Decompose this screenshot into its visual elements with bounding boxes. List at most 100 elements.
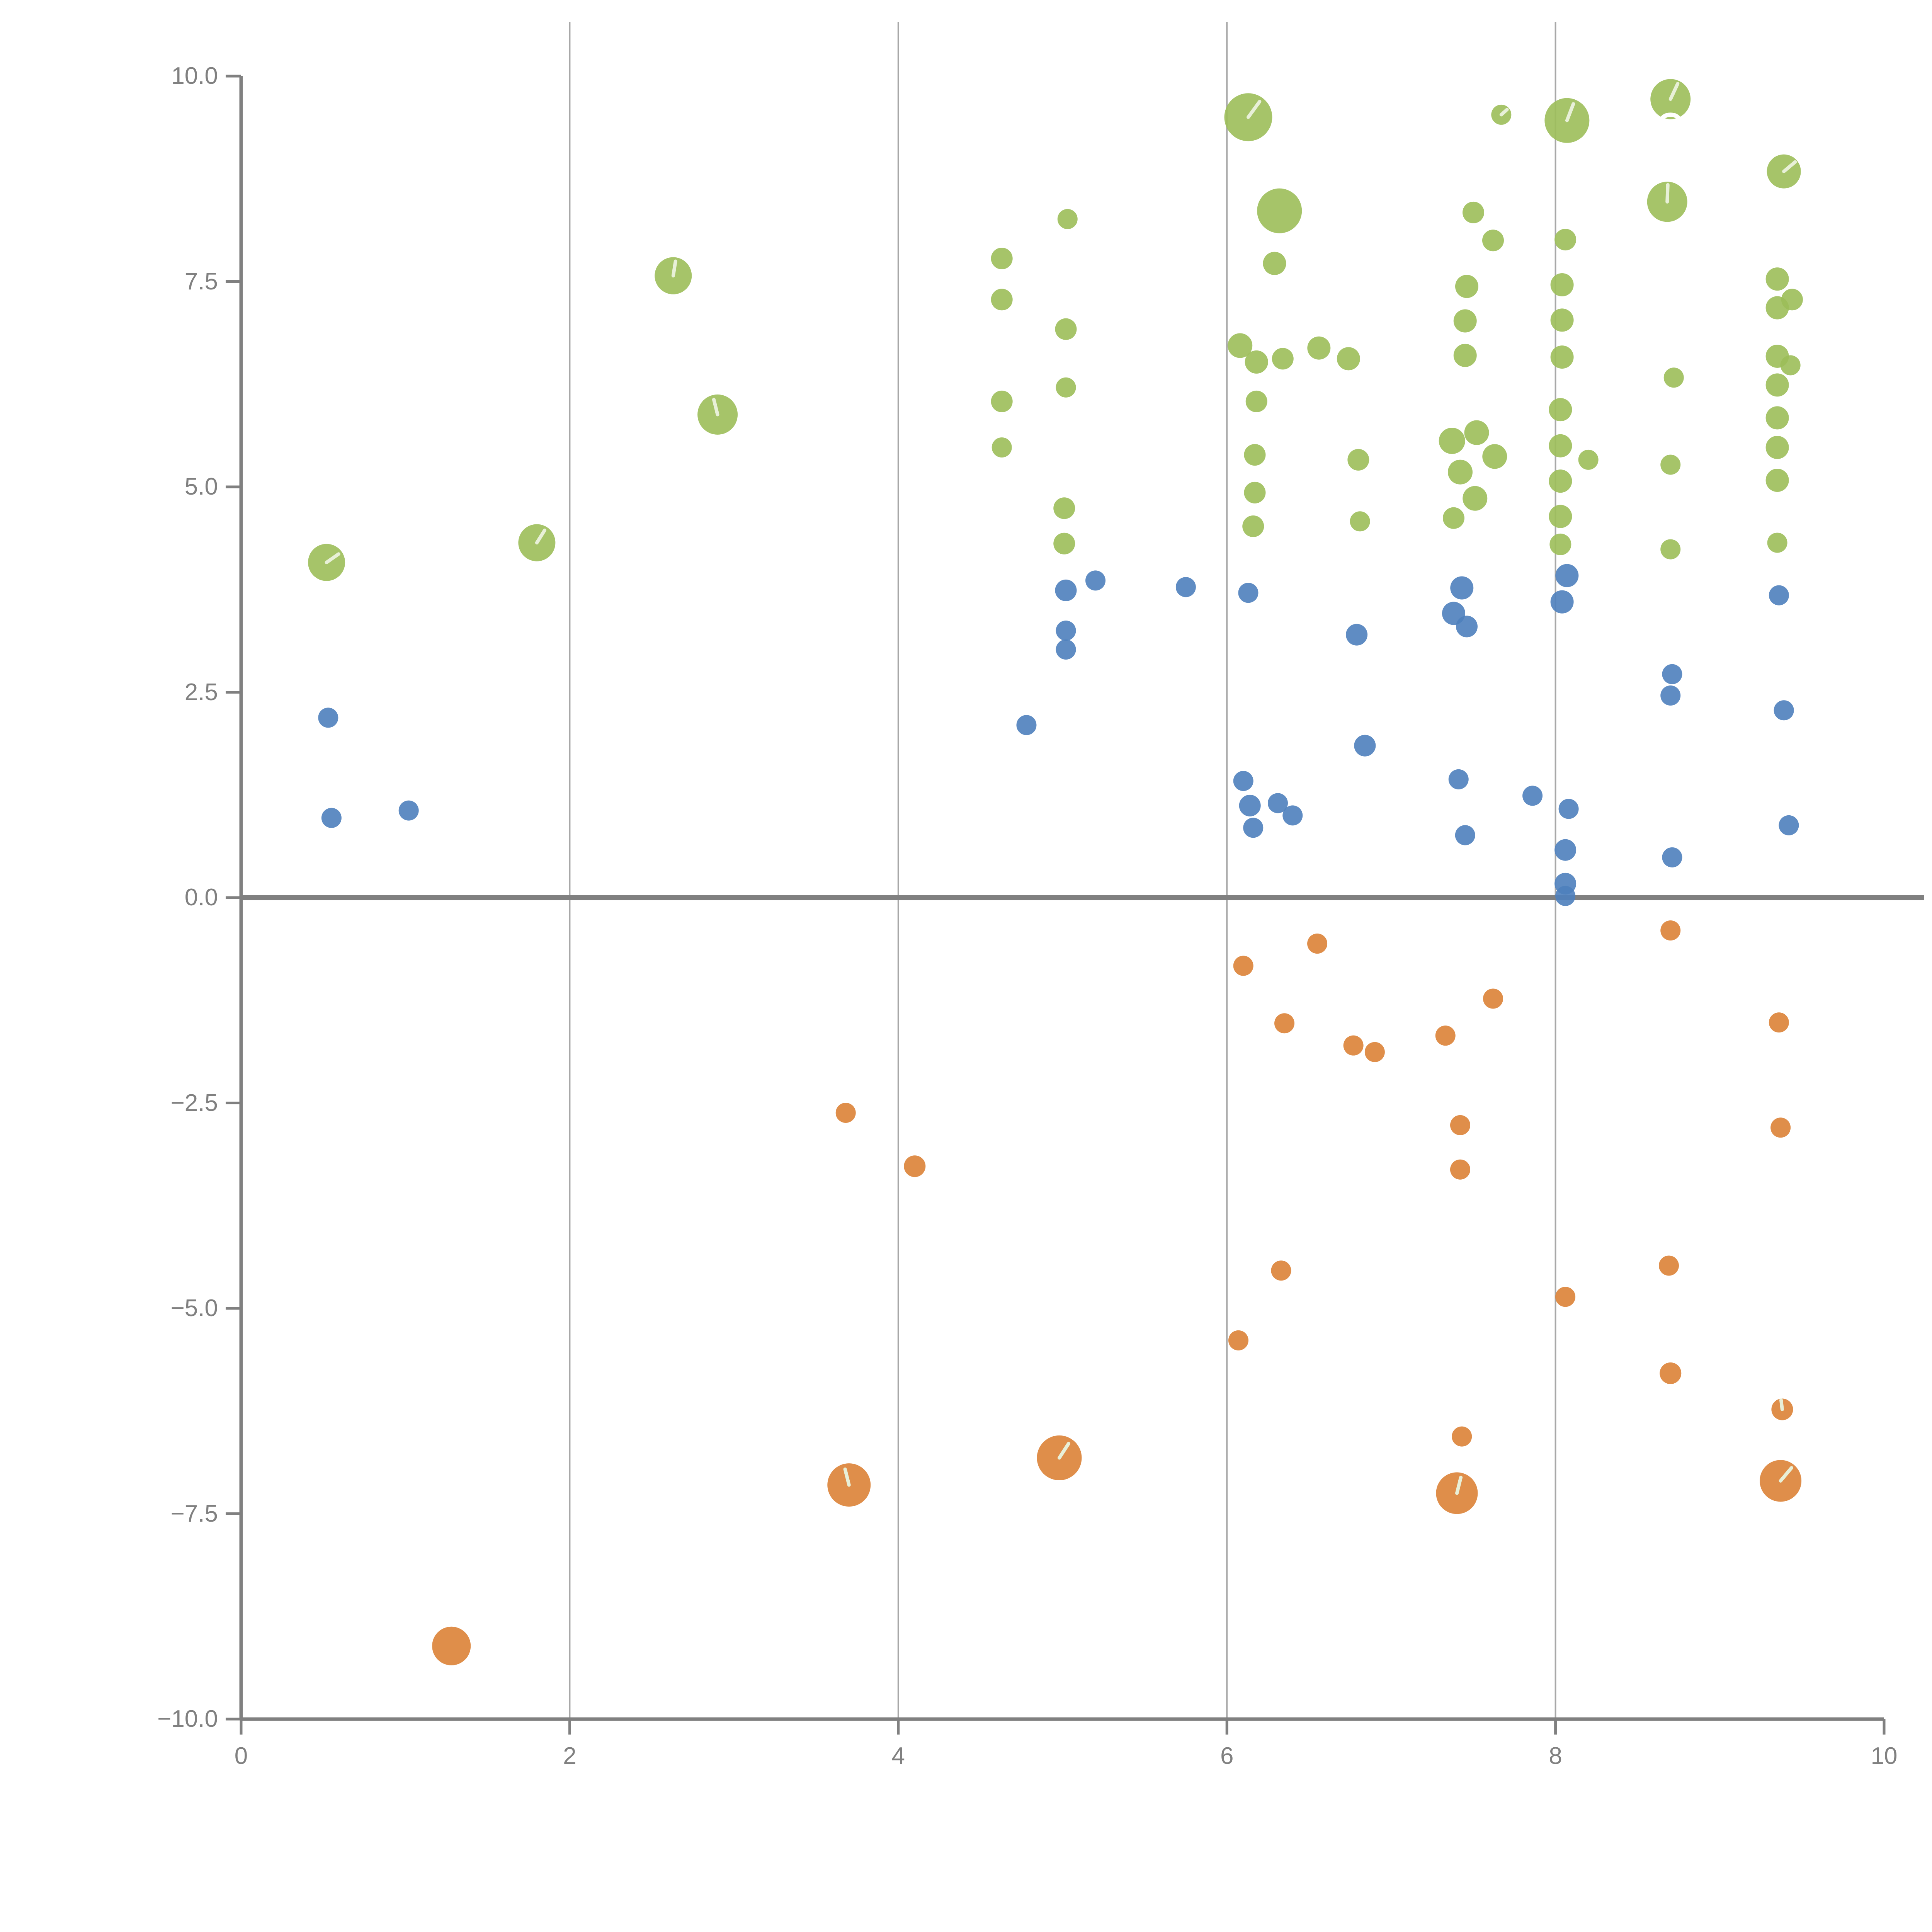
data-point[interactable]: [1337, 347, 1360, 371]
data-point[interactable]: [1364, 1042, 1385, 1062]
data-point[interactable]: [1455, 275, 1478, 298]
data-point[interactable]: [904, 1155, 926, 1177]
data-point[interactable]: [1055, 579, 1077, 601]
data-point[interactable]: [1482, 230, 1504, 252]
data-point[interactable]: [1549, 533, 1571, 555]
data-point[interactable]: [1271, 1260, 1291, 1281]
data-point[interactable]: [1554, 229, 1577, 251]
data-point[interactable]: [1558, 799, 1579, 819]
data-point[interactable]: [991, 247, 1013, 269]
data-point[interactable]: [1767, 532, 1787, 553]
data-point[interactable]: [991, 289, 1013, 311]
data-point[interactable]: [1774, 700, 1794, 721]
data-point[interactable]: [1350, 511, 1370, 532]
data-point[interactable]: [1272, 348, 1294, 370]
data-point[interactable]: [1244, 444, 1266, 466]
data-point[interactable]: [1463, 486, 1488, 511]
data-point[interactable]: [1464, 420, 1489, 445]
data-point[interactable]: [1442, 507, 1464, 529]
data-point[interactable]: [1660, 685, 1681, 706]
data-point[interactable]: [1554, 839, 1577, 861]
data-point[interactable]: [1228, 333, 1253, 358]
data-point[interactable]: [992, 437, 1012, 457]
data-point[interactable]: [1053, 497, 1075, 519]
data-point[interactable]: [1263, 252, 1286, 275]
data-point[interactable]: [432, 1626, 471, 1665]
data-point[interactable]: [1765, 468, 1789, 492]
data-point[interactable]: [1555, 1287, 1576, 1307]
data-point[interactable]: [1282, 805, 1303, 826]
data-point[interactable]: [398, 800, 419, 821]
data-point[interactable]: [1243, 818, 1264, 838]
data-point[interactable]: [1455, 825, 1475, 845]
data-point[interactable]: [1242, 515, 1264, 537]
data-point[interactable]: [1456, 616, 1478, 638]
data-point[interactable]: [1257, 188, 1302, 233]
data-point[interactable]: [1662, 847, 1682, 867]
data-point[interactable]: [1354, 735, 1376, 757]
data-point[interactable]: [1453, 344, 1477, 367]
data-point[interactable]: [1765, 406, 1789, 430]
data-point[interactable]: [1435, 1026, 1456, 1046]
data-point[interactable]: [1660, 539, 1681, 560]
data-point[interactable]: [1245, 350, 1268, 374]
data-point[interactable]: [1780, 355, 1801, 376]
data-point[interactable]: [1056, 639, 1076, 660]
data-point[interactable]: [1085, 570, 1106, 591]
data-point[interactable]: [1347, 449, 1369, 471]
data-point[interactable]: [1175, 577, 1196, 597]
data-point[interactable]: [1555, 564, 1579, 587]
data-point[interactable]: [1056, 377, 1076, 398]
data-point[interactable]: [1228, 1330, 1248, 1350]
data-point[interactable]: [1346, 624, 1368, 646]
data-point[interactable]: [1274, 1013, 1295, 1034]
data-point[interactable]: [321, 808, 342, 828]
data-point[interactable]: [835, 1103, 856, 1123]
data-point[interactable]: [1660, 454, 1681, 475]
data-point[interactable]: [1765, 267, 1789, 291]
data-point[interactable]: [1483, 988, 1503, 1009]
data-point[interactable]: [1522, 786, 1543, 806]
data-point[interactable]: [1439, 427, 1465, 454]
data-point[interactable]: [1244, 481, 1266, 503]
data-point[interactable]: [1233, 956, 1253, 976]
data-point[interactable]: [1765, 435, 1789, 459]
data-point[interactable]: [1770, 1117, 1791, 1138]
data-point[interactable]: [1662, 664, 1682, 684]
data-point[interactable]: [1450, 576, 1474, 600]
data-point[interactable]: [1555, 886, 1576, 906]
data-point[interactable]: [1663, 367, 1684, 388]
data-point[interactable]: [1463, 201, 1484, 223]
data-point[interactable]: [1660, 1362, 1682, 1384]
data-point[interactable]: [1233, 771, 1253, 791]
data-point[interactable]: [1549, 434, 1572, 457]
data-point[interactable]: [1765, 373, 1789, 397]
data-point[interactable]: [1238, 583, 1259, 603]
data-point[interactable]: [1660, 920, 1681, 941]
data-point[interactable]: [1453, 309, 1477, 333]
data-point[interactable]: [1781, 289, 1803, 311]
data-point[interactable]: [1343, 1035, 1364, 1056]
data-point[interactable]: [1482, 444, 1507, 469]
data-point[interactable]: [1452, 1426, 1472, 1447]
data-point[interactable]: [1448, 769, 1469, 789]
data-point[interactable]: [1268, 793, 1288, 813]
data-point[interactable]: [1016, 715, 1037, 735]
data-point[interactable]: [1550, 345, 1574, 369]
data-point[interactable]: [1307, 934, 1328, 954]
data-point[interactable]: [991, 390, 1013, 412]
data-point[interactable]: [1549, 505, 1572, 528]
data-point[interactable]: [1779, 815, 1799, 835]
data-point[interactable]: [1239, 794, 1261, 816]
data-point[interactable]: [1550, 308, 1574, 332]
data-point[interactable]: [1549, 398, 1572, 422]
data-point[interactable]: [318, 707, 338, 728]
data-point[interactable]: [1450, 1159, 1470, 1180]
data-point[interactable]: [1056, 621, 1076, 641]
data-point[interactable]: [1550, 590, 1574, 614]
data-point[interactable]: [1245, 390, 1267, 412]
data-point[interactable]: [1578, 449, 1599, 470]
data-point[interactable]: [1769, 1012, 1789, 1033]
data-point[interactable]: [1450, 1115, 1470, 1135]
data-point[interactable]: [1550, 273, 1574, 297]
